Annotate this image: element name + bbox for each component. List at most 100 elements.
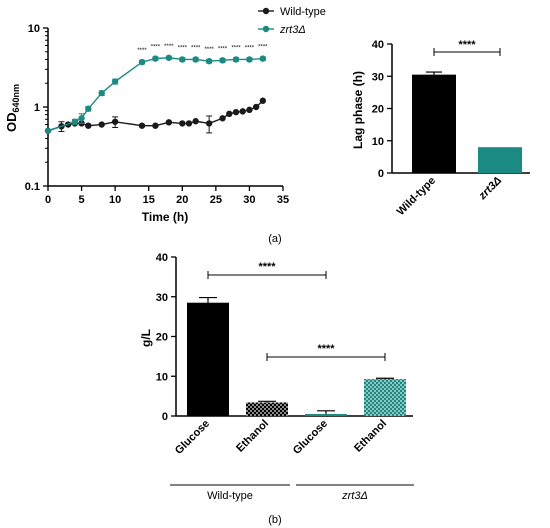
growth-x-tick-label: 35 <box>277 194 289 206</box>
growth-data-point <box>111 78 119 85</box>
gl-category-label: Ethanol <box>234 418 271 455</box>
growth-significance-mark: **** <box>164 44 174 50</box>
growth-series-line <box>47 100 264 132</box>
legend-label: zrt3Δ <box>279 24 306 36</box>
growth-chart-legend: Wild-type zrt3Δ <box>258 6 326 36</box>
lag-y-tick-label: 20 <box>372 104 384 116</box>
growth-x-tick-label: 20 <box>176 194 188 206</box>
growth-data-point <box>111 118 119 125</box>
growth-chart-ylabel-sub: 640nm <box>11 84 21 113</box>
growth-data-point <box>138 58 146 66</box>
concentration-chart: 0 10 20 30 40 Glucose Ethanol Glucose Ethanol **… <box>139 252 414 502</box>
lag-y-tick-label: 0 <box>378 168 384 180</box>
growth-significance-mark: **** <box>258 45 268 51</box>
growth-significance-mark: **** <box>231 45 241 51</box>
gl-y-tick-label: 20 <box>156 332 168 344</box>
growth-significance-mark: **** <box>178 45 188 51</box>
growth-significance-mark: **** <box>137 48 147 54</box>
growth-chart-marks: ******** **** **** **** **** **** **** **** **** <box>44 44 268 134</box>
growth-x-tick-label: 15 <box>143 194 155 206</box>
growth-data-point <box>192 56 199 63</box>
lag-y-tick-label: 30 <box>372 71 384 83</box>
gl-y-tick-label: 10 <box>156 371 168 383</box>
growth-significance-mark: **** <box>191 45 201 51</box>
legend-swatch-marker <box>262 25 270 33</box>
growth-chart-ylabel-main: OD <box>4 113 19 133</box>
caption-a: (a) <box>268 233 281 245</box>
lag-category-label: zrt3Δ <box>476 175 504 203</box>
gl-bar <box>187 302 229 416</box>
growth-data-point <box>185 120 193 127</box>
growth-data-point <box>259 97 267 104</box>
growth-data-point <box>152 55 159 62</box>
gl-significance-label: **** <box>317 343 335 355</box>
gl-y-tick-label: 40 <box>156 252 168 264</box>
growth-y-tick-label: 10 <box>28 23 40 35</box>
legend-swatch-marker <box>262 7 270 15</box>
growth-data-point <box>98 89 105 97</box>
lag-significance-label: **** <box>458 39 476 51</box>
growth-data-point <box>252 103 260 111</box>
growth-data-point <box>205 120 213 127</box>
growth-significance-mark: **** <box>218 46 228 52</box>
growth-data-point <box>246 106 253 114</box>
growth-data-point <box>165 119 173 126</box>
caption-b: (b) <box>268 514 281 526</box>
growth-data-point <box>219 57 226 64</box>
gl-category-label: Glucose <box>173 418 212 457</box>
growth-y-tick-label: 1 <box>34 102 40 114</box>
lag-phase-chart: 0 10 20 30 40 Wild-type zrt3Δ **** Lag phase (… <box>351 39 530 218</box>
growth-data-point <box>98 121 105 128</box>
gl-significance-label: **** <box>258 261 276 273</box>
growth-significance-mark: **** <box>245 45 255 51</box>
growth-data-point <box>78 115 85 122</box>
gl-bar <box>364 379 406 416</box>
growth-data-point <box>205 57 213 65</box>
growth-significance-mark: **** <box>204 47 214 53</box>
growth-data-point <box>259 55 267 62</box>
legend-label: Wild-type <box>280 6 326 18</box>
growth-x-tick-label: 10 <box>109 194 121 206</box>
growth-data-point <box>71 118 79 125</box>
growth-data-point <box>239 108 246 115</box>
growth-x-tick-label: 0 <box>45 194 51 206</box>
growth-x-tick-label: 25 <box>210 194 222 206</box>
growth-series-line <box>47 57 263 132</box>
growth-data-point <box>138 122 146 129</box>
lag-phase-marks: Wild-type zrt3Δ **** <box>395 39 522 218</box>
concentration-marks: Glucose Ethanol Glucose Ethanol **** **** Wild… <box>170 261 414 502</box>
growth-x-tick-label: 5 <box>79 194 85 206</box>
lag-y-tick-label: 10 <box>372 136 384 148</box>
growth-data-point <box>226 110 233 118</box>
concentration-ylabel: g/L <box>139 329 153 347</box>
growth-significance-mark: **** <box>151 45 161 51</box>
lag-category-label: Wild-type <box>395 175 438 218</box>
lag-y-tick-label: 40 <box>372 39 384 51</box>
growth-data-point <box>179 120 186 127</box>
growth-data-point <box>44 127 52 134</box>
gl-group-label: Wild-type <box>207 490 253 502</box>
growth-data-point <box>179 56 186 63</box>
lag-bar <box>412 74 456 173</box>
growth-data-point <box>152 122 159 129</box>
growth-data-point <box>165 54 173 61</box>
growth-data-point <box>246 56 253 63</box>
lag-bar <box>478 147 522 173</box>
growth-data-point <box>232 108 240 116</box>
lag-phase-ylabel: Lag phase (h) <box>351 71 365 149</box>
growth-chart-xlabel: Time (h) <box>142 210 188 224</box>
gl-group-label: zrt3Δ <box>341 490 368 502</box>
growth-data-point <box>85 122 92 129</box>
growth-data-point <box>232 56 240 63</box>
growth-chart-ylabel: OD640nm <box>4 84 21 132</box>
growth-data-point <box>219 115 226 122</box>
growth-data-point <box>192 118 199 125</box>
gl-category-label: Glucose <box>291 418 330 457</box>
gl-bar <box>305 414 347 416</box>
gl-y-tick-label: 0 <box>162 411 168 423</box>
gl-category-label: Ethanol <box>352 418 389 455</box>
gl-bar <box>246 402 288 416</box>
